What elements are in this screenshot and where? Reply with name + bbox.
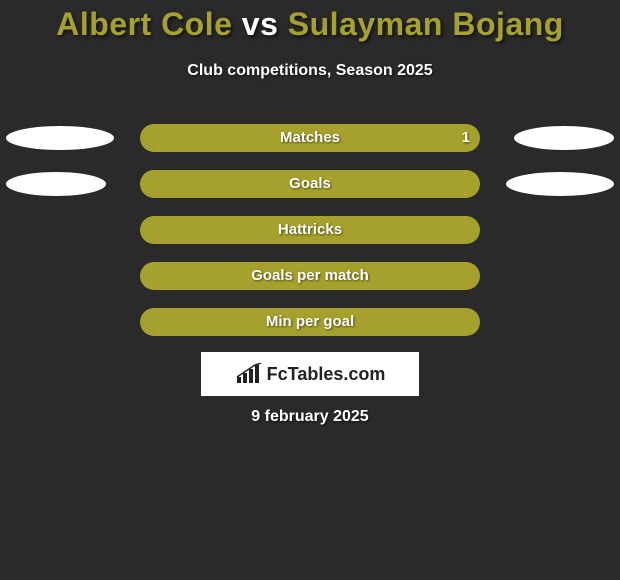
logo-text-bold: Fc — [267, 364, 288, 384]
bar-label: Min per goal — [140, 308, 480, 336]
stat-row: Min per goal — [0, 308, 620, 336]
stat-row: Goals — [0, 170, 620, 198]
logo-box: FcTables.com — [201, 352, 419, 396]
bar-label: Goals per match — [140, 262, 480, 290]
ellipse-icon — [506, 172, 614, 196]
stat-row: Hattricks — [0, 216, 620, 244]
title-player1: Albert Cole — [56, 6, 232, 42]
ellipse-icon — [514, 126, 614, 150]
ellipse-icon — [6, 126, 114, 150]
logo-text-rest: Tables.com — [288, 364, 386, 384]
date-text: 9 february 2025 — [0, 408, 620, 426]
bar-label: Hattricks — [140, 216, 480, 244]
stat-row: Goals per match — [0, 262, 620, 290]
bar-label: Goals — [140, 170, 480, 198]
bar-value-p2: 1 — [462, 124, 470, 152]
comparison-infographic: Albert Cole vs Sulayman Bojang Club comp… — [0, 0, 620, 580]
title-player2: Sulayman Bojang — [288, 6, 564, 42]
logo: FcTables.com — [235, 363, 386, 385]
title-vs: vs — [242, 6, 279, 42]
ellipse-icon — [6, 172, 106, 196]
subtitle: Club competitions, Season 2025 — [0, 62, 620, 80]
stat-row: Matches1 — [0, 124, 620, 152]
page-title: Albert Cole vs Sulayman Bojang — [0, 6, 620, 43]
bar-label: Matches — [140, 124, 480, 152]
stat-rows: Matches1 Goals Hattricks Goals per match Min… — [0, 124, 620, 354]
bars-icon — [235, 363, 263, 385]
logo-text: FcTables.com — [267, 364, 386, 385]
